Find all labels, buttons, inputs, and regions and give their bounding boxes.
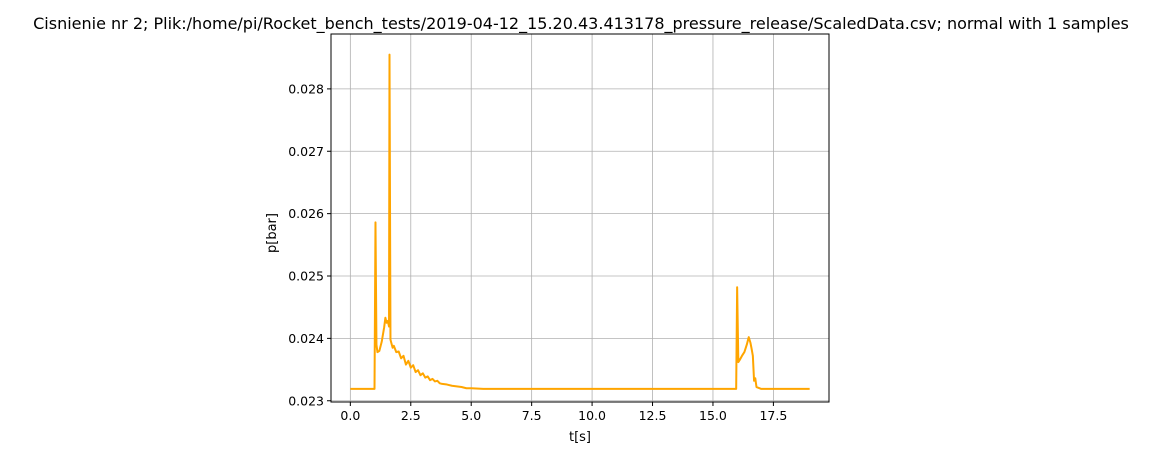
y-tick-label: 0.023 bbox=[288, 393, 324, 408]
x-tick-label: 0.0 bbox=[340, 408, 360, 423]
plot-area bbox=[350, 53, 810, 390]
x-tick-label: 12.5 bbox=[639, 408, 667, 423]
x-axis: 0.0 2.5 5.0 7.5 10.0 12.5 15.0 17.5 bbox=[340, 402, 787, 423]
chart-title: Cisnienie nr 2; Plik:/home/pi/Rocket_ben… bbox=[33, 14, 1129, 34]
y-axis: 0.023 0.024 0.025 0.026 0.027 0.028 bbox=[288, 81, 331, 408]
y-tick-label: 0.025 bbox=[288, 269, 324, 284]
x-tick-label: 15.0 bbox=[699, 408, 727, 423]
x-tick-label: 5.0 bbox=[461, 408, 481, 423]
y-tick-label: 0.027 bbox=[288, 144, 324, 159]
grid bbox=[331, 34, 829, 402]
x-tick-label: 2.5 bbox=[401, 408, 421, 423]
plot-frame bbox=[330, 33, 830, 403]
y-tick-label: 0.024 bbox=[288, 331, 324, 346]
x-axis-label: t[s] bbox=[569, 430, 591, 445]
y-axis-label: p[bar] bbox=[265, 213, 280, 253]
x-tick-label: 7.5 bbox=[522, 408, 542, 423]
y-tick-label: 0.028 bbox=[288, 81, 324, 96]
y-tick-label: 0.026 bbox=[288, 206, 324, 221]
series-line bbox=[350, 53, 810, 390]
x-tick-label: 17.5 bbox=[759, 408, 787, 423]
x-tick-label: 10.0 bbox=[578, 408, 606, 423]
